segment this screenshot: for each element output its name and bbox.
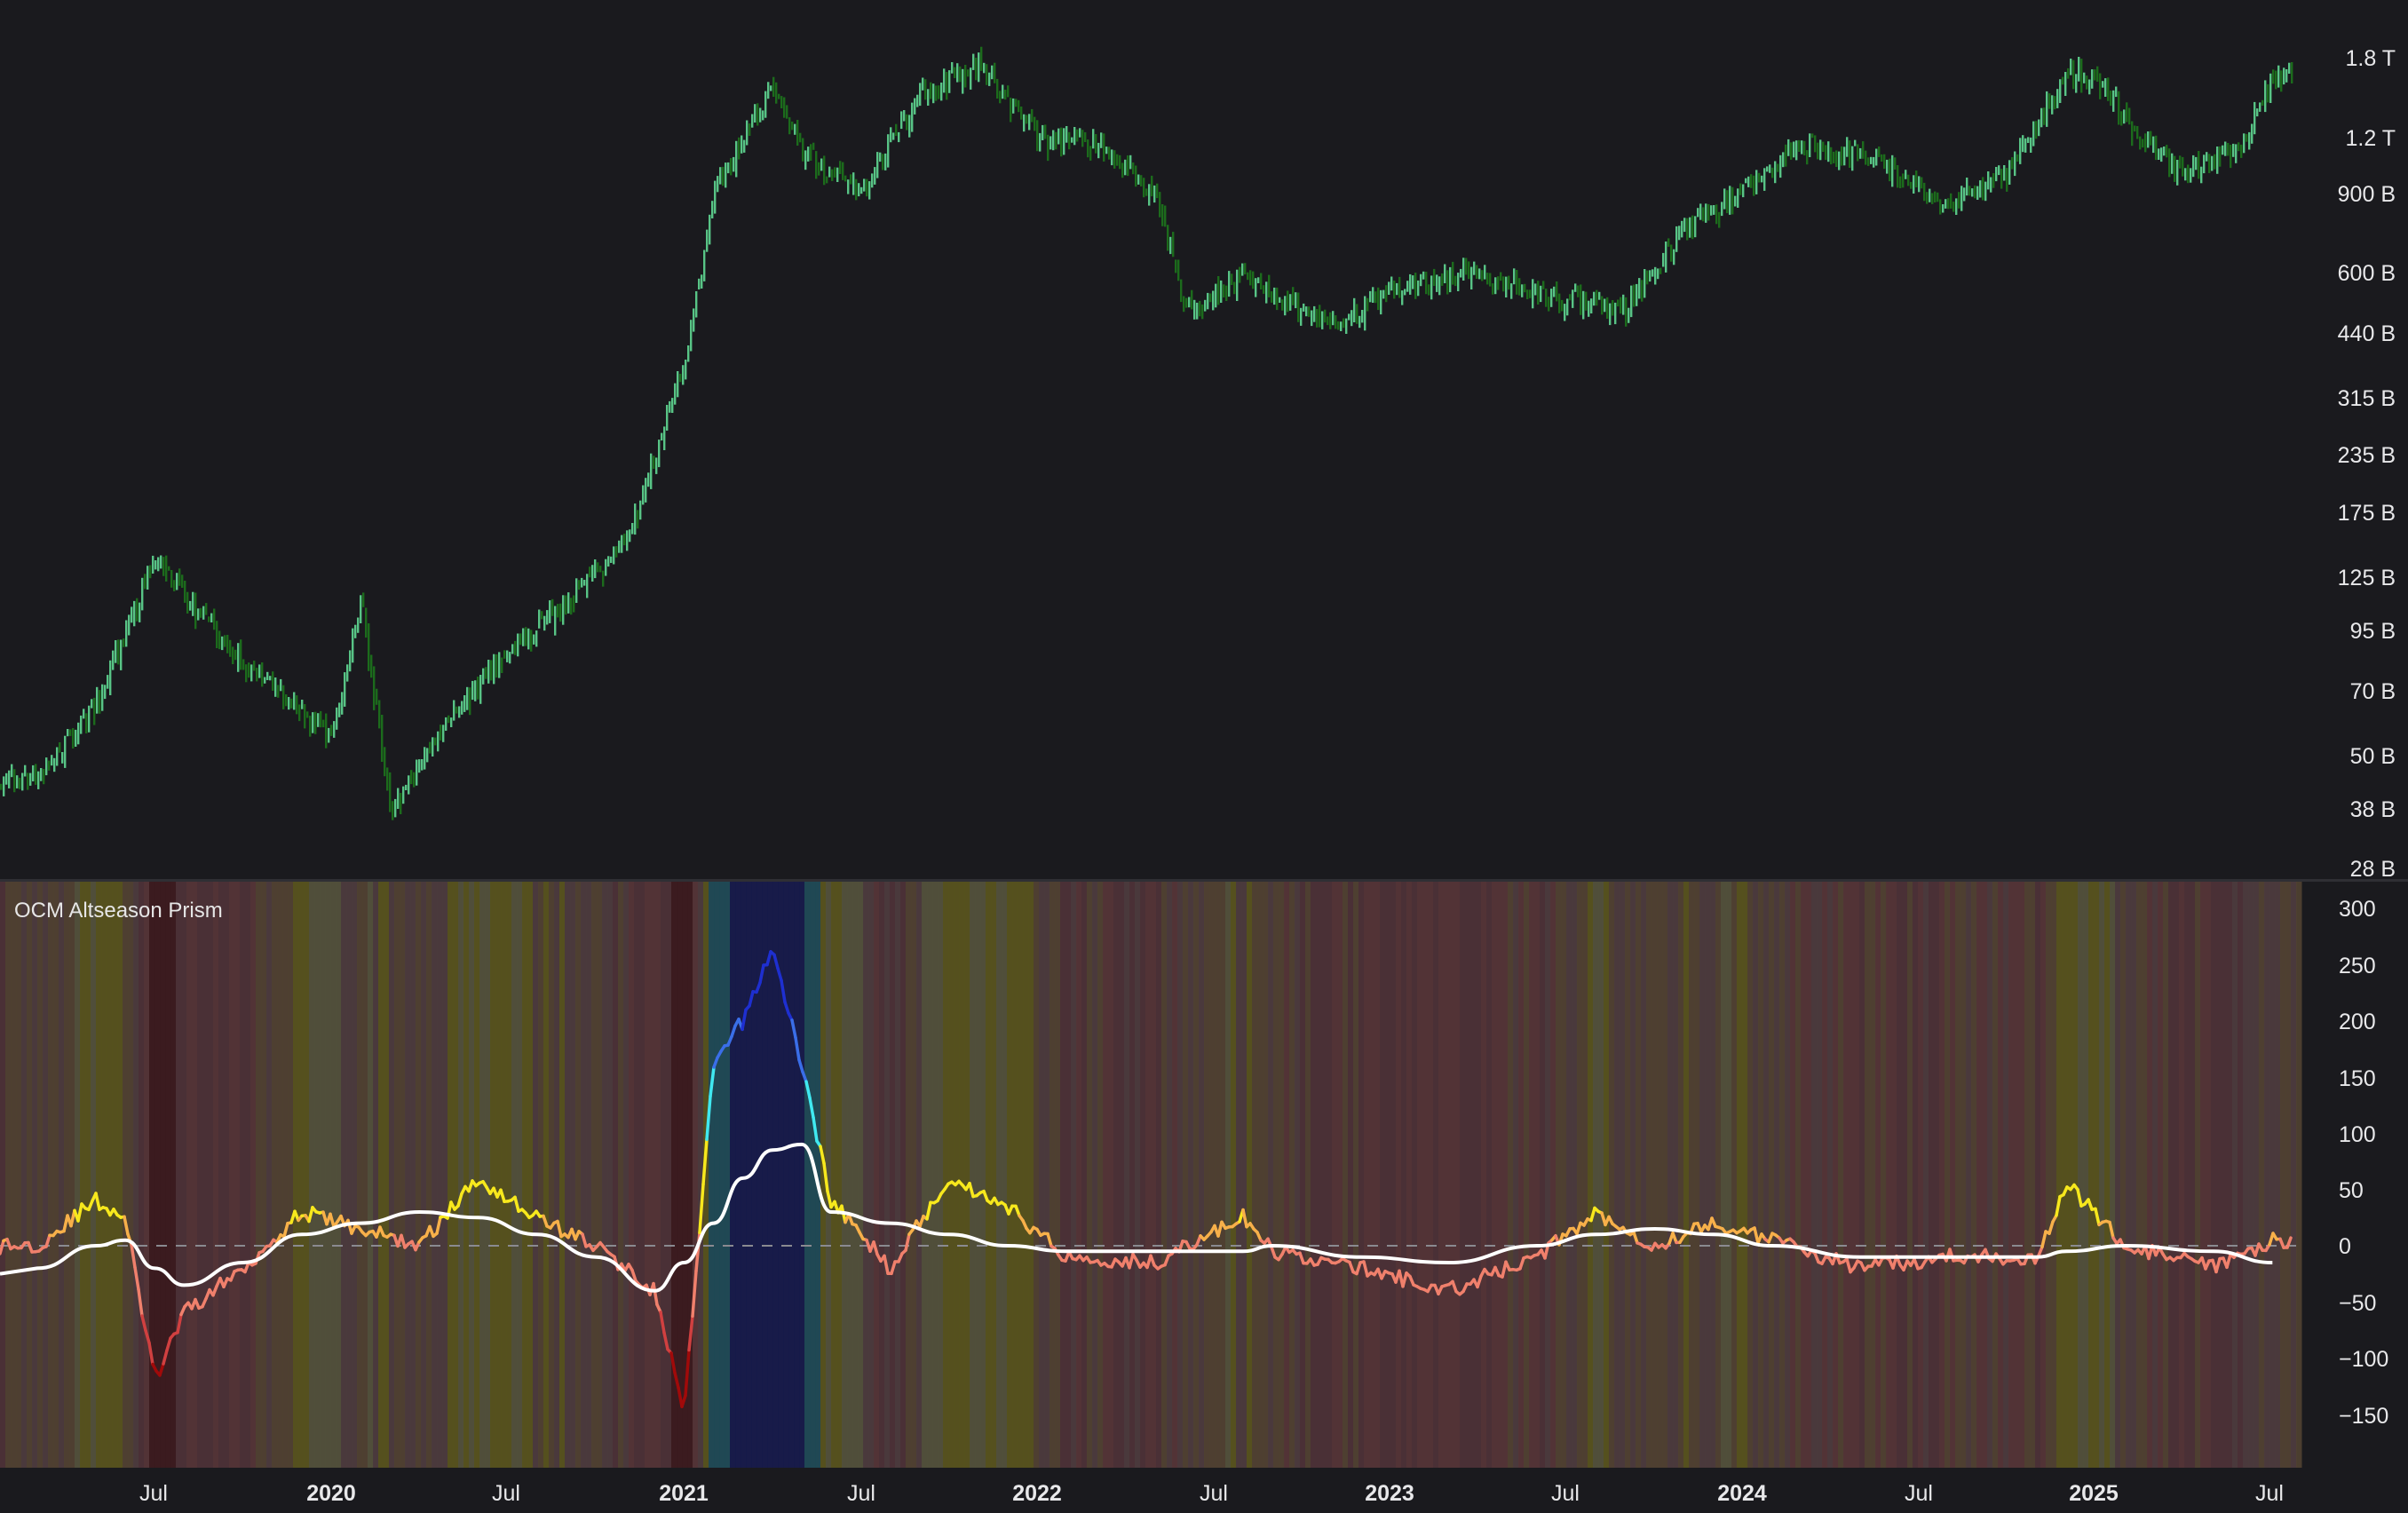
time-axis-label: 2025 <box>2069 1481 2119 1506</box>
indicator-axis-label: 300 <box>2339 897 2376 922</box>
price-axis-label: 125 B <box>2338 566 2396 590</box>
price-axis-label: 70 B <box>2350 679 2396 704</box>
time-axis-label: Jul <box>2255 1481 2284 1506</box>
indicator-axis-label: 200 <box>2339 1010 2376 1034</box>
pane-separator[interactable] <box>0 879 2408 882</box>
indicator-axis-label: 0 <box>2339 1234 2351 1259</box>
indicator-axis-label: 50 <box>2339 1178 2364 1203</box>
price-axis-label: 50 B <box>2350 744 2396 769</box>
indicator-axis-label: 100 <box>2339 1122 2376 1147</box>
price-axis-label: 1.8 T <box>2345 46 2396 71</box>
price-axis-label: 28 B <box>2350 857 2396 882</box>
price-axis-label: 175 B <box>2338 501 2396 526</box>
time-axis-label: 2024 <box>1717 1481 1767 1506</box>
price-axis-label: 38 B <box>2350 797 2396 822</box>
indicator-axis-label: 250 <box>2339 954 2376 978</box>
price-axis-label: 95 B <box>2350 619 2396 644</box>
time-axis-label: Jul <box>1200 1481 1228 1506</box>
time-axis-label: 2023 <box>1365 1481 1414 1506</box>
price-axis-label: 315 B <box>2338 386 2396 411</box>
time-axis-label: 2020 <box>306 1481 356 1506</box>
time-axis-label: Jul <box>492 1481 520 1506</box>
indicator-title: OCM Altseason Prism <box>14 899 223 923</box>
price-axis-label: 900 B <box>2338 182 2396 207</box>
price-axis-label: 235 B <box>2338 443 2396 468</box>
time-axis-label: Jul <box>1905 1481 1933 1506</box>
price-axis-label: 440 B <box>2338 321 2396 346</box>
price-axis-label: 600 B <box>2338 261 2396 286</box>
time-axis-label: 2021 <box>659 1481 709 1506</box>
price-axis-label: 1.2 T <box>2345 126 2396 151</box>
indicator-axis-label: −150 <box>2339 1404 2388 1429</box>
time-axis-label: Jul <box>847 1481 875 1506</box>
indicator-axis-label: −100 <box>2339 1347 2388 1372</box>
time-axis-label: 2022 <box>1012 1481 1062 1506</box>
time-axis-label: Jul <box>1551 1481 1580 1506</box>
regime-background-bands <box>0 882 2302 1468</box>
indicator-axis-label: −50 <box>2339 1291 2376 1316</box>
time-axis-label: Jul <box>139 1481 168 1506</box>
indicator-axis-label: 150 <box>2339 1066 2376 1091</box>
